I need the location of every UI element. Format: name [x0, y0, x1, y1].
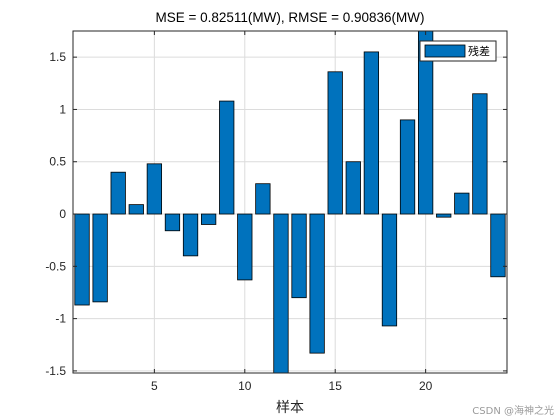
y-tick-label: 0.5: [49, 155, 66, 169]
bar: [273, 213, 289, 374]
bar: [92, 213, 108, 303]
y-tick-label: 1: [59, 102, 66, 116]
x-tick-label: 20: [419, 379, 433, 393]
bar: [454, 192, 470, 215]
x-tick-label: 5: [151, 379, 158, 393]
axes-box: [72, 30, 508, 374]
chart-title: MSE = 0.82511(MW), RMSE = 0.90836(MW): [155, 10, 424, 25]
bar: [291, 213, 307, 299]
bar: [381, 213, 398, 327]
legend-label: 残差: [468, 44, 490, 58]
bar: [146, 163, 163, 215]
bar: [472, 93, 488, 215]
bar: [237, 213, 253, 281]
y-tick-label: -1.5: [45, 364, 66, 378]
watermark: CSDN @海神之光: [472, 406, 554, 417]
bar: [309, 213, 325, 354]
bar: [345, 161, 361, 215]
legend: 残差: [419, 40, 497, 62]
bar: [255, 183, 271, 215]
bar: [128, 204, 144, 215]
tick-marks: [73, 31, 507, 373]
bar: [490, 213, 506, 278]
bar: [74, 213, 90, 306]
bar: [219, 100, 235, 215]
bar: [164, 213, 181, 232]
y-tick-label: -0.5: [45, 259, 66, 273]
bar: [436, 213, 452, 218]
bar: [363, 51, 380, 215]
bar: [200, 213, 217, 225]
plot-area: [73, 31, 507, 373]
x-tick-label: 10: [238, 379, 252, 393]
y-tick-label: -1: [55, 312, 66, 326]
bar: [110, 171, 126, 215]
bars: [74, 30, 506, 374]
x-tick-label: 15: [329, 379, 343, 393]
legend-swatch: [424, 44, 466, 58]
bar: [182, 213, 199, 257]
y-tick-label: 0: [59, 207, 66, 221]
bar: [327, 71, 343, 215]
x-axis-label: 样本: [276, 400, 304, 416]
bar: [399, 119, 416, 215]
y-tick-label: 1.5: [49, 50, 66, 64]
